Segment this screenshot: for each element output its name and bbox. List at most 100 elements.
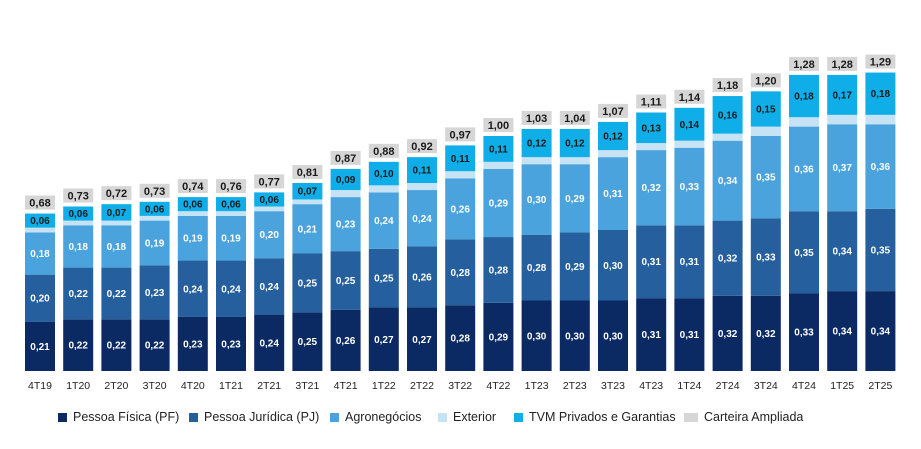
data-label-1-2T25: 0,35 bbox=[871, 245, 891, 256]
data-label-2-4T24: 0,36 bbox=[794, 164, 814, 175]
data-label-4-2T24: 0,16 bbox=[718, 110, 738, 121]
bar-segment-2-2T25 bbox=[865, 124, 896, 209]
legend-label-agro: Agronegócios bbox=[345, 410, 422, 424]
total-cap-3T21 bbox=[292, 165, 323, 179]
total-cap-1T25 bbox=[827, 56, 858, 71]
total-cap-4T23 bbox=[636, 94, 667, 109]
bar-segment-2-1T20 bbox=[63, 225, 94, 268]
x-tick-4T22: 4T22 bbox=[486, 380, 510, 392]
data-label-2-3T23: 0,31 bbox=[603, 189, 623, 200]
x-tick-4T24: 4T24 bbox=[792, 380, 816, 392]
data-label-4-3T23: 0,12 bbox=[603, 132, 623, 143]
data-label-2-2T25: 0,36 bbox=[871, 162, 891, 173]
total-cap-3T20 bbox=[139, 183, 170, 198]
x-tick-1T23: 1T23 bbox=[525, 380, 549, 392]
bar-segment-1-3T20 bbox=[139, 265, 170, 320]
data-label-1-4T21: 0,25 bbox=[336, 276, 356, 287]
legend-label-pf: Pessoa Física (PF) bbox=[73, 410, 180, 424]
data-label-2-4T23: 0,32 bbox=[641, 183, 661, 194]
total-label-1T24: 1,14 bbox=[679, 92, 701, 104]
bar-segment-4-1T24 bbox=[674, 107, 705, 141]
total-cap-3T23 bbox=[598, 103, 628, 118]
data-label-2-1T22: 0,24 bbox=[374, 216, 394, 227]
data-label-4-2T22: 0,11 bbox=[413, 166, 432, 177]
bar-segment-1-1T22 bbox=[368, 248, 399, 308]
bar-segment-4-2T24 bbox=[712, 96, 743, 134]
legend-swatch-tvm bbox=[514, 412, 523, 422]
data-label-1-1T24: 0,31 bbox=[680, 257, 700, 268]
bar-segment-3-4T24 bbox=[789, 117, 819, 127]
data-label-0-1T20: 0,22 bbox=[68, 341, 88, 352]
total-cap-2T21 bbox=[254, 174, 285, 189]
x-tick-4T20: 4T20 bbox=[181, 380, 205, 392]
bar-segment-1-4T24 bbox=[789, 211, 819, 294]
legend-swatch-exterior bbox=[438, 412, 447, 422]
x-tick-2T24: 2T24 bbox=[716, 380, 740, 392]
data-label-4-4T19: 0,06 bbox=[30, 216, 50, 227]
legend-swatch-pj bbox=[189, 412, 198, 422]
total-label-2T20: 0,72 bbox=[106, 188, 127, 200]
bar-segment-2-1T25 bbox=[827, 124, 858, 212]
bar-segment-0-1T23 bbox=[521, 300, 552, 371]
total-label-2T21: 0,77 bbox=[258, 176, 279, 188]
bar-segment-0-2T23 bbox=[559, 300, 590, 371]
bar-segment-0-2T25 bbox=[865, 291, 896, 371]
total-label-4T21: 0,87 bbox=[335, 153, 356, 165]
data-label-2-2T21: 0,20 bbox=[259, 230, 279, 241]
data-label-0-4T21: 0,26 bbox=[336, 336, 356, 347]
data-label-0-4T19: 0,21 bbox=[30, 342, 50, 353]
total-label-2T25: 1,29 bbox=[870, 57, 891, 69]
bar-segment-4-4T19 bbox=[25, 213, 55, 228]
data-label-0-3T20: 0,22 bbox=[145, 341, 165, 352]
data-label-2-4T21: 0,23 bbox=[336, 220, 356, 231]
bar-segment-0-1T24 bbox=[674, 298, 705, 371]
bar-segment-4-4T20 bbox=[177, 197, 208, 212]
data-label-2-3T21: 0,21 bbox=[298, 224, 318, 235]
data-label-4-1T24: 0,14 bbox=[680, 120, 700, 131]
bar-segment-1-4T20 bbox=[177, 260, 208, 317]
data-label-1-3T20: 0,23 bbox=[145, 288, 165, 299]
data-label-2-4T19: 0,18 bbox=[30, 249, 50, 260]
bar-segment-2-2T22 bbox=[407, 190, 437, 247]
bar-segment-4-1T20 bbox=[63, 206, 94, 221]
total-label-4T20: 0,74 bbox=[182, 181, 204, 193]
data-label-2-4T20: 0,19 bbox=[183, 234, 203, 245]
total-label-4T24: 1,28 bbox=[793, 59, 814, 71]
bar-segment-3-3T20 bbox=[139, 215, 170, 221]
x-tick-1T21: 1T21 bbox=[219, 380, 243, 392]
legend-label-tvm: TVM Privados e Garantias bbox=[529, 410, 676, 424]
total-label-3T24: 1,20 bbox=[755, 75, 776, 87]
data-label-1-4T22: 0,28 bbox=[489, 265, 509, 276]
total-cap-4T19 bbox=[25, 195, 55, 210]
data-label-4-2T25: 0,18 bbox=[871, 89, 891, 100]
bar-segment-3-4T19 bbox=[25, 227, 55, 233]
x-axis-tick-labels: 4T19 1T20 2T20 3T20 4T20 1T21 2T21 3T21 4T21 1T22… bbox=[28, 380, 892, 392]
legend-item-tvm: TVM Privados e Garantias bbox=[514, 410, 676, 424]
data-label-1-1T23: 0,28 bbox=[527, 263, 547, 274]
bar-segment-0-3T23 bbox=[598, 300, 628, 371]
data-label-1-2T21: 0,24 bbox=[259, 282, 279, 293]
data-label-2-1T23: 0,30 bbox=[527, 195, 547, 206]
x-tick-3T24: 3T24 bbox=[754, 380, 778, 392]
data-label-4-4T24: 0,18 bbox=[794, 92, 814, 103]
bar-segment-1-4T23 bbox=[636, 225, 667, 299]
bar-segment-0-3T22 bbox=[445, 305, 476, 371]
bar-segment-4-4T23 bbox=[636, 112, 667, 144]
total-label-4T19: 0,68 bbox=[29, 198, 50, 210]
bar-segment-1-2T25 bbox=[865, 208, 896, 292]
data-label-1-1T20: 0,22 bbox=[68, 289, 88, 300]
bar-segment-4-2T23 bbox=[559, 128, 590, 158]
data-label-4-4T23: 0,13 bbox=[641, 123, 661, 134]
data-label-2-2T20: 0,18 bbox=[107, 242, 127, 253]
bar-segment-3-3T24 bbox=[750, 126, 781, 136]
bar-segment-1-1T23 bbox=[521, 234, 552, 301]
bar-segment-4-1T21 bbox=[216, 197, 246, 212]
legend-item-carteira: Carteira Ampliada bbox=[684, 410, 803, 424]
total-cap-2T22 bbox=[407, 139, 437, 154]
data-label-1-2T22: 0,26 bbox=[412, 273, 432, 284]
data-label-4-1T23: 0,12 bbox=[527, 139, 547, 150]
data-label-2-2T24: 0,34 bbox=[718, 176, 738, 187]
bar-segment-3-3T23 bbox=[598, 150, 628, 158]
bar-segment-3-4T20 bbox=[177, 211, 208, 216]
legend: Pessoa Física (PF) Pessoa Jurídica (PJ) … bbox=[0, 410, 921, 434]
